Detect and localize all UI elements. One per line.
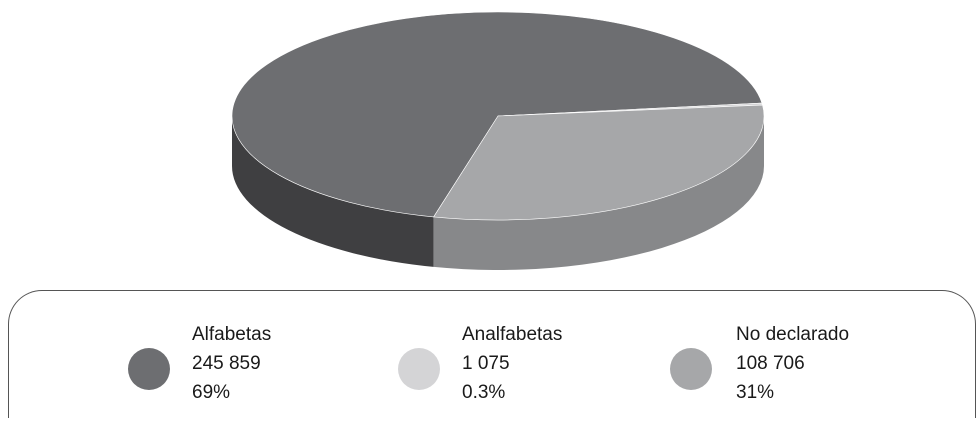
legend-swatch-no-declarado	[670, 348, 712, 390]
legend	[8, 290, 976, 418]
legend-value: 108 706	[736, 353, 805, 374]
legend-label: Alfabetas	[192, 324, 272, 345]
legend-percent: 69%	[192, 382, 231, 403]
legend-swatch-analfabetas	[398, 348, 440, 390]
pie-side-no-declarado	[433, 116, 764, 271]
legend-value: 245 859	[192, 353, 261, 374]
pie-slice-alfabetas	[231, 11, 763, 218]
legend-label: Analfabetas	[462, 324, 563, 345]
legend-value: 1 075	[462, 353, 510, 374]
pie-side-alfabetas	[232, 116, 434, 267]
pie-chart	[231, 11, 765, 271]
legend-percent: 31%	[736, 382, 775, 403]
legend-label: No declarado	[736, 324, 850, 345]
legend-swatch-alfabetas	[128, 348, 170, 390]
pie-slice-no-declarado	[433, 104, 765, 221]
legend-percent: 0.3%	[462, 382, 506, 403]
